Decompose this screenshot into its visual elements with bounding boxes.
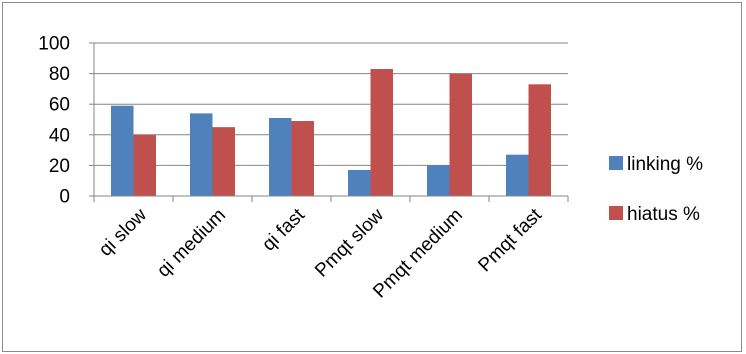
bars <box>111 69 551 196</box>
y-tick-label: 0 <box>59 187 70 208</box>
legend: linking % hiatus % <box>609 154 703 225</box>
bar-linking <box>190 113 213 196</box>
bar-hiatus <box>449 73 472 196</box>
gridlines <box>94 42 568 166</box>
x-tick-label: qi fast <box>258 204 309 255</box>
y-tick-label: 100 <box>38 34 70 55</box>
bar-linking <box>348 169 371 196</box>
bar-hiatus <box>133 134 156 196</box>
legend-swatch <box>609 206 623 220</box>
axes <box>89 42 569 202</box>
y-tick-label: 80 <box>49 64 70 85</box>
bar-hiatus <box>291 121 314 196</box>
legend-swatch <box>609 156 623 170</box>
bar-linking <box>111 105 134 196</box>
x-tick-label: Pmqt fast <box>474 204 546 276</box>
y-tick-label: 20 <box>49 156 70 177</box>
legend-label: hiatus % <box>627 204 700 225</box>
y-tick-labels: 0 20 40 60 80 100 <box>38 34 70 208</box>
bar-hiatus <box>528 84 551 196</box>
bar-hiatus <box>212 127 235 196</box>
bar-linking <box>269 117 292 196</box>
legend-label: linking % <box>627 154 703 175</box>
x-tick-label: qi slow <box>95 204 151 260</box>
y-tick-label: 40 <box>49 125 70 146</box>
bar-linking <box>506 154 529 196</box>
bar-hiatus <box>370 69 393 196</box>
y-tick-label: 60 <box>49 95 70 116</box>
bar-linking <box>427 165 450 196</box>
x-tick-label: qi medium <box>153 205 230 282</box>
x-tick-label: Pmqt slow <box>311 204 388 281</box>
